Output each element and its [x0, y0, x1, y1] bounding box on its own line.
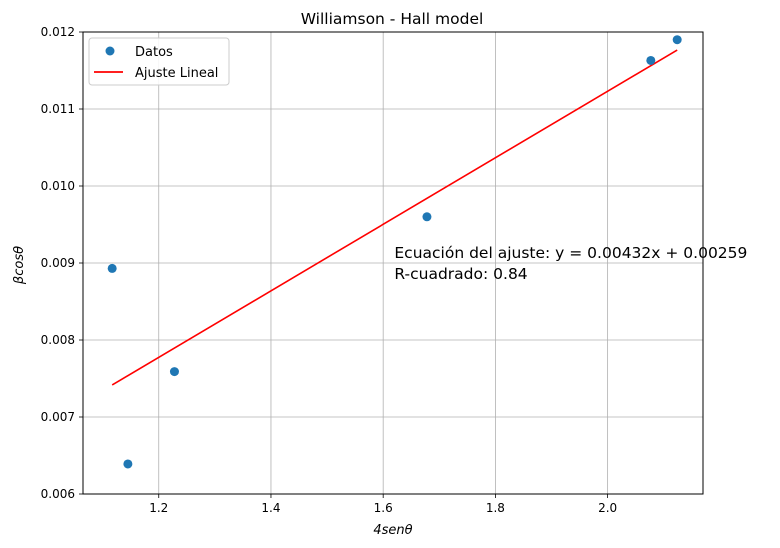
fit-line — [111, 49, 678, 386]
y-tick-label: 0.012 — [41, 25, 75, 39]
x-tick-label: 2.0 — [598, 501, 617, 515]
y-tick-label: 0.010 — [41, 179, 75, 193]
legend-label-datos: Datos — [135, 45, 173, 60]
x-tick-label: 1.6 — [374, 501, 393, 515]
y-tick-label: 0.009 — [41, 256, 75, 270]
fit-annotation-1: Ecuación del ajuste: y = 0.00432x + 0.00… — [394, 244, 747, 262]
x-axis-label: 4senθ — [373, 523, 412, 538]
grid — [83, 31, 703, 495]
legend-marker-datos — [105, 46, 115, 56]
legend: Datos Ajuste Lineal — [88, 37, 230, 86]
x-axis-ticks: 1.2 1.4 1.6 1.8 2.0 — [149, 494, 617, 515]
data-point — [646, 55, 656, 65]
legend-box — [88, 37, 230, 86]
x-tick-label: 1.4 — [261, 501, 280, 515]
plot-series — [107, 35, 682, 469]
y-axis-label: βcosθ — [12, 246, 27, 285]
data-point — [672, 35, 682, 45]
y-tick-label: 0.008 — [41, 333, 75, 347]
x-tick-label: 1.8 — [486, 501, 505, 515]
fit-annotation-2: R-cuadrado: 0.84 — [394, 265, 527, 283]
data-point — [422, 212, 432, 222]
chart-title: Williamson - Hall model — [301, 10, 484, 28]
data-point — [169, 367, 179, 377]
y-tick-label: 0.006 — [41, 487, 75, 501]
x-tick-label: 1.2 — [149, 501, 168, 515]
legend-label-ajuste: Ajuste Lineal — [135, 66, 218, 81]
data-point — [123, 459, 133, 469]
y-tick-label: 0.011 — [41, 102, 75, 116]
data-point — [107, 263, 117, 273]
y-axis-ticks: 0.006 0.007 0.008 0.009 0.010 0.011 0.012 — [41, 25, 83, 501]
y-tick-label: 0.007 — [41, 410, 75, 424]
annotations: Ecuación del ajuste: y = 0.00432x + 0.00… — [394, 244, 747, 283]
